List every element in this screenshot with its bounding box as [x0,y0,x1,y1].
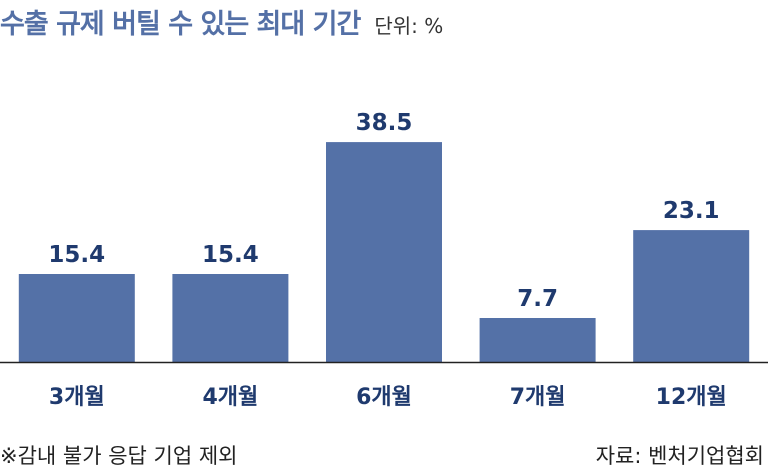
unit-label: 단위: % [374,14,444,38]
category-label-4: 7개월 [510,385,566,410]
bar-4 [479,318,596,362]
value-label-1: 15.4 [48,242,105,268]
value-label-3: 38.5 [356,110,413,136]
chart-footer: ※감내 불가 응답 기업 제외 자료: 벤처기업협회 [0,440,768,474]
value-label-5: 23.1 [663,198,720,224]
category-label-3: 6개월 [356,385,412,410]
chart-title: 수출 규제 버틸 수 있는 최대 기간 [0,9,361,40]
footnote: ※감내 불가 응답 기업 제외 [0,444,238,468]
bar-chart: 15.4 3개월 15.4 4개월 38.5 6개월 7.7 7개월 23.1 12개월 [0,110,768,410]
value-label-4: 7.7 [517,286,558,312]
source-credit: 자료: 벤처기업협회 [595,444,764,468]
value-label-2: 15.4 [202,242,259,268]
category-label-5: 12개월 [656,385,727,410]
category-label-1: 3개월 [49,385,105,410]
bar-2 [172,274,289,362]
category-label-2: 4개월 [203,385,259,410]
bar-5 [633,230,750,362]
bar-1 [18,274,135,362]
bar-3 [326,142,442,362]
chart-header: 수출 규제 버틸 수 있는 최대 기간 단위: % [0,2,444,40]
